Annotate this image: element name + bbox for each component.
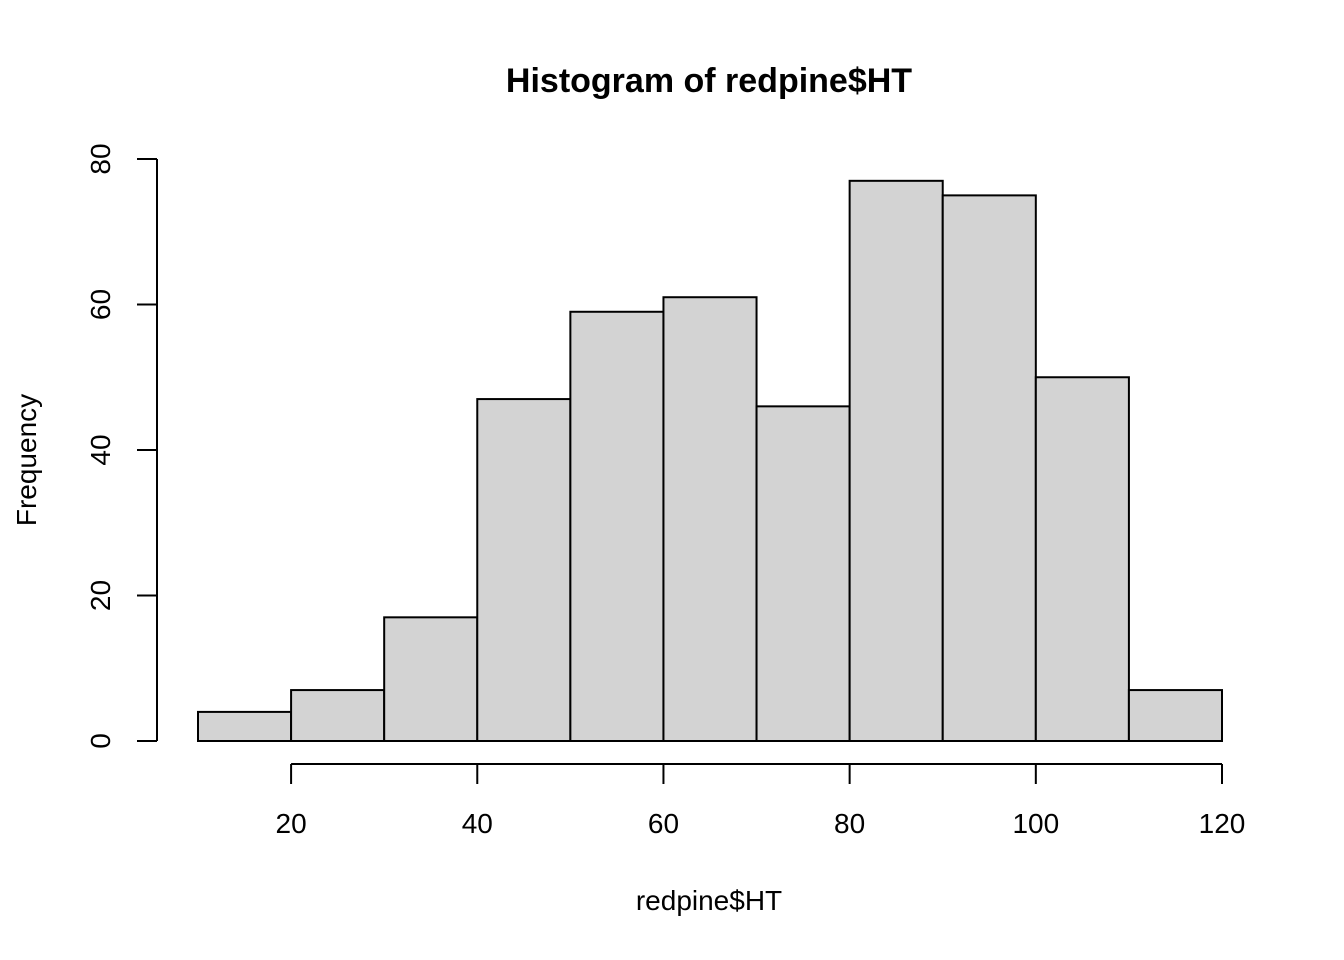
y-axis: 0 20 40 60 80: [85, 143, 158, 749]
bars-group: [197, 179, 1223, 743]
histogram-bar-80-90: [848, 179, 944, 742]
y-axis-label: Frequency: [11, 394, 42, 526]
x-tick-label: 80: [834, 808, 865, 839]
histogram-bar-50-60: [569, 310, 665, 742]
y-tick-label: 80: [85, 143, 116, 174]
histogram-bar-90-100: [941, 194, 1037, 742]
x-axis-label: redpine$HT: [636, 885, 782, 916]
x-tick-label: 100: [1012, 808, 1059, 839]
x-tick-label: 20: [276, 808, 307, 839]
chart-title: Histogram of redpine$HT: [506, 62, 912, 100]
histogram-bar-20-30: [290, 689, 386, 743]
histogram-bar-110-120: [1127, 689, 1223, 743]
x-axis: 20 40 60 80 100 120: [276, 763, 1246, 839]
histogram-bar-10-20: [197, 710, 293, 743]
x-tick-label: 120: [1199, 808, 1246, 839]
histogram-bar-60-70: [662, 296, 758, 742]
x-tick-label: 40: [462, 808, 493, 839]
histogram-bar-40-50: [476, 398, 572, 742]
y-tick-label: 0: [85, 733, 116, 749]
histogram-bar-70-80: [755, 405, 851, 742]
y-tick-label: 40: [85, 434, 116, 465]
y-tick-label: 60: [85, 289, 116, 320]
x-tick-label: 60: [648, 808, 679, 839]
histogram-bar-30-40: [383, 616, 479, 743]
histogram-bar-100-110: [1034, 376, 1130, 742]
y-tick-label: 20: [85, 580, 116, 611]
